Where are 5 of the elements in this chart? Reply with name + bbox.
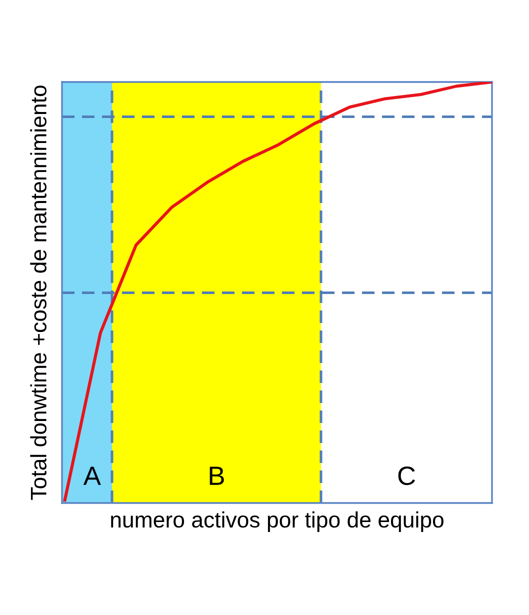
x-axis-title: numero activos por tipo de equipo bbox=[111, 511, 444, 532]
annotation: C bbox=[398, 466, 416, 486]
y-axis-title: Total donwtime +coste de mantennimiento bbox=[30, 86, 46, 500]
annotation: B bbox=[210, 466, 224, 485]
annotation: A bbox=[83, 466, 101, 485]
